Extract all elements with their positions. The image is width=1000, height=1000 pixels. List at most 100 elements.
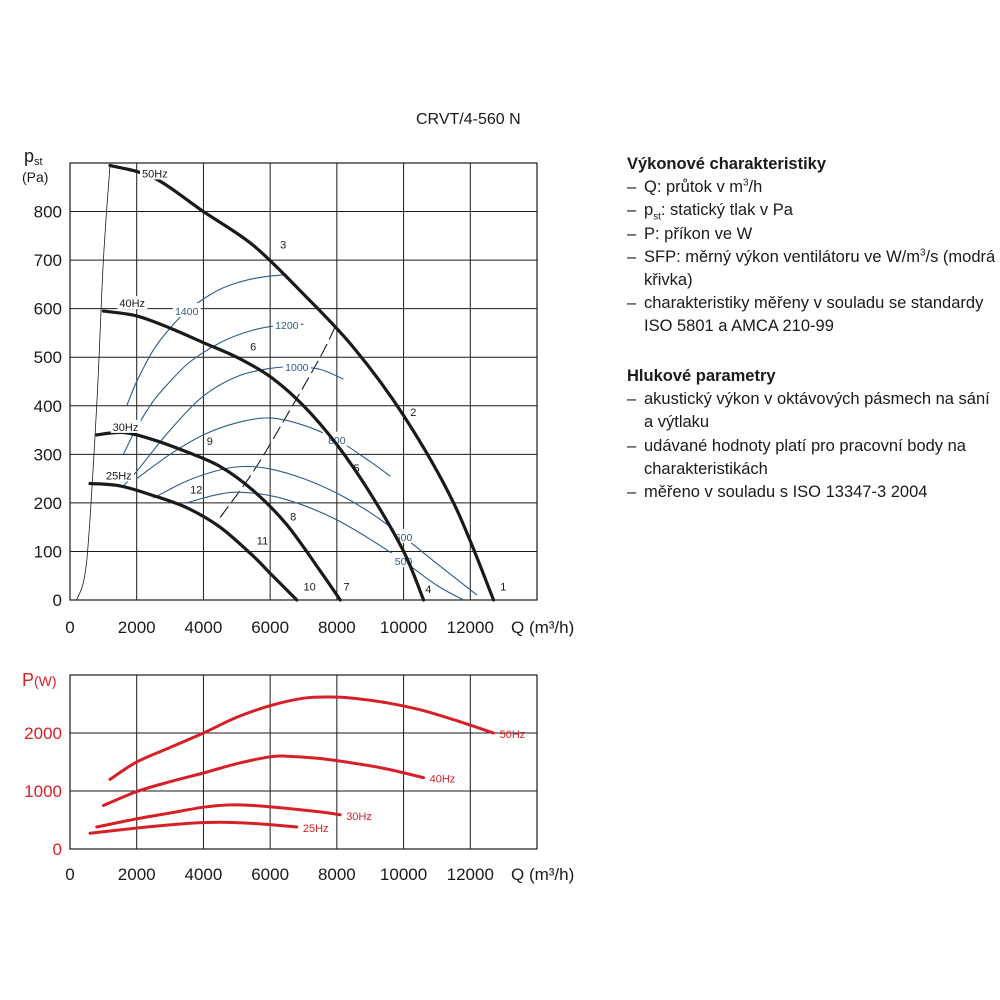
operating-point-label: 2: [410, 407, 416, 419]
operating-point-label: 8: [290, 511, 296, 523]
operating-point-label: 5: [354, 463, 360, 475]
pressure-chart: 0 2000 4000 6000 8000 10000 12000 0 100 200 300 400…: [22, 146, 574, 637]
performance-item-text: Q: průtok v m3/h: [644, 177, 763, 197]
performance-item-text: P: příkon ve W: [644, 224, 753, 243]
y-tick-label: 300: [34, 445, 62, 464]
performance-item: – pst: statický tlak v Pa: [627, 199, 1000, 222]
pressure-curve-label: 30Hz: [113, 422, 139, 434]
x-tick-label: 2000: [118, 865, 156, 884]
noise-item-text: měřeno v souladu s ISO 13347-3 2004: [644, 483, 928, 502]
y-tick-label: 2000: [24, 724, 62, 743]
operating-point-label: 10: [304, 582, 316, 594]
x-tick-label: 6000: [251, 618, 289, 637]
power-curve-40Hz: [101, 754, 426, 807]
operating-point-label: 4: [425, 584, 431, 596]
operating-point-label: 12: [190, 485, 202, 497]
noise-item-text: akustický výkon v oktávových pásmech na …: [644, 390, 990, 432]
y-tick-label: 100: [34, 542, 62, 561]
y-tick-label: 200: [34, 494, 62, 513]
pressure-curve-label: 50Hz: [142, 168, 168, 180]
power-curve-label: 25Hz: [303, 823, 329, 835]
y-tick-label: 400: [34, 397, 62, 416]
sfp-label: 1000: [285, 362, 309, 374]
pressure-curve-30Hz: [95, 430, 342, 602]
noise-item: – měřeno v souladu s ISO 13347-3 2004: [627, 481, 1000, 504]
noise-parameters-block: Hlukové parametry – akustický výkon v okt…: [627, 365, 1000, 504]
sfp-curve: [186, 491, 464, 601]
x-tick-label: 4000: [185, 865, 223, 884]
performance-item: – SFP: měrný výkon ventilátoru ve W/m3/s …: [627, 246, 1000, 292]
x-tick-label: 2000: [118, 618, 156, 637]
y-tick-label: 500: [34, 348, 62, 367]
sfp-curve: [126, 274, 287, 407]
x-tick-label: 6000: [251, 865, 289, 884]
x-axis-label: Q (m³/h): [511, 618, 574, 637]
model-title: CRVT/4-560 N: [416, 111, 521, 128]
x-tick-label: 10000: [380, 618, 427, 637]
performance-item-text: SFP: měrný výkon ventilátoru ve W/m3/s (…: [644, 247, 996, 290]
x-axis-label: Q (m³/h): [511, 865, 574, 884]
y-tick-label: 600: [34, 300, 62, 319]
operating-point-label: 3: [280, 239, 286, 251]
performance-characteristics-block: Výkonové charakteristiky – Q: průtok v m3…: [627, 153, 1000, 339]
y-tick-label: 1000: [24, 782, 62, 801]
sfp-label-bg: [272, 317, 301, 332]
bullet-dash: –: [627, 294, 637, 313]
performance-list: – Q: průtok v m3/h – pst: statický tlak v P…: [627, 176, 1000, 338]
noise-list: – akustický výkon v oktávových pásmech na…: [627, 388, 1000, 504]
y-tick-label: 800: [34, 203, 62, 222]
plot-frame: [69, 674, 538, 850]
curve-label-bg: [104, 468, 135, 482]
x-tick-label: 12000: [447, 618, 494, 637]
pressure-curve-label: 40Hz: [119, 298, 145, 310]
performance-item-text: pst: statický tlak v Pa: [644, 201, 793, 223]
plot-frame: [69, 162, 538, 601]
pressure-curve-25Hz: [88, 481, 299, 602]
performance-item: – charakteristiky měřeny v souladu se sta…: [627, 292, 1000, 338]
pressure-curve-50Hz: [108, 163, 496, 602]
power-curve-30Hz: [95, 803, 342, 829]
operating-point-label: 7: [344, 582, 350, 594]
sfp-label-bg: [282, 358, 311, 373]
performance-item-text: charakteristiky měřeny v souladu se stan…: [644, 294, 984, 336]
system-curve-dashed: [219, 322, 338, 518]
system-curve-left: [76, 165, 111, 601]
noise-item-text: udávané hodnoty platí pro pracovní body …: [644, 436, 966, 478]
x-tick-label: 4000: [185, 618, 223, 637]
operating-point-label: 6: [250, 341, 256, 353]
y-tick-label: 0: [53, 840, 62, 859]
y-axis-unit: (Pa): [22, 169, 48, 185]
operating-point-label: 9: [207, 436, 213, 448]
sfp-curve: [122, 366, 344, 487]
x-tick-label: 10000: [380, 865, 427, 884]
x-tick-label: 0: [65, 865, 74, 884]
curve-label-bg: [117, 296, 148, 310]
power-curve-label: 50Hz: [500, 729, 526, 741]
power-curve-25Hz: [88, 820, 299, 835]
pressure-curve-40Hz: [101, 309, 426, 602]
y-tick-label: 700: [34, 251, 62, 270]
sfp-label-bg: [172, 303, 201, 318]
y-axis-label: P(W): [22, 670, 57, 690]
power-curve-50Hz: [108, 695, 496, 781]
bullet-dash: –: [627, 247, 637, 266]
bullet-dash: –: [627, 390, 637, 409]
performance-heading: Výkonové charakteristiky: [627, 155, 827, 173]
sfp-label: 1400: [175, 306, 199, 318]
bullet-dash: –: [627, 483, 637, 502]
sfp-label: 1200: [275, 320, 299, 332]
curve-label-bg: [110, 419, 141, 433]
bullet-dash: –: [627, 178, 637, 197]
x-tick-label: 12000: [447, 865, 494, 884]
y-tick-label: 0: [53, 591, 62, 610]
noise-item: – akustický výkon v oktávových pásmech na…: [627, 388, 1000, 434]
y-axis-label: pst: [24, 146, 43, 168]
operating-point-label: 11: [257, 536, 268, 548]
pressure-curve-label: 25Hz: [106, 470, 132, 482]
x-tick-label: 8000: [318, 865, 356, 884]
bullet-dash: –: [627, 201, 637, 220]
noise-item: – udávané hodnoty platí pro pracovní body…: [627, 435, 1000, 481]
bullet-dash: –: [627, 224, 637, 243]
x-tick-label: 0: [65, 618, 74, 637]
x-tick-label: 8000: [318, 618, 356, 637]
